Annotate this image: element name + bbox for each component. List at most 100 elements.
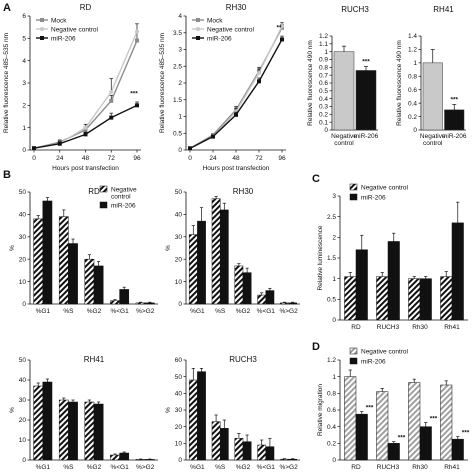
bar bbox=[188, 234, 198, 305]
y-tick-label: 0 bbox=[332, 317, 336, 324]
legend-swatch bbox=[349, 183, 358, 191]
bar bbox=[242, 272, 252, 305]
data-point bbox=[280, 37, 284, 42]
y-tick-label: 2.5 bbox=[173, 63, 182, 70]
data-point bbox=[57, 141, 62, 146]
x-tick-label: 96 bbox=[133, 155, 141, 162]
y-tick-label: 1.2 bbox=[408, 47, 417, 54]
y-tick-label: 1 bbox=[332, 276, 336, 283]
y-tick-label: 1 bbox=[413, 60, 417, 67]
bar bbox=[110, 454, 120, 461]
data-point bbox=[83, 127, 88, 132]
x-category-label: %<G1 bbox=[257, 308, 276, 315]
significance-marker: *** bbox=[450, 96, 458, 103]
x-category-label: %<G1 bbox=[110, 308, 129, 315]
y-tick-label: 0.6 bbox=[319, 80, 328, 87]
y-tick-label: 2 bbox=[178, 80, 182, 87]
bar bbox=[211, 421, 221, 461]
bar bbox=[197, 371, 206, 461]
legend-label: miR-206 bbox=[207, 35, 232, 42]
chart-migration: 0 0.2 0.4 0.6 0.8 1 1.2 Relative migration RD RUC… bbox=[317, 347, 470, 471]
chart-fluorescence-ruch3: 00.10.20.30.40.50.60.70.80.911.11.2 RUCH3… bbox=[307, 5, 379, 147]
legend-marker bbox=[40, 27, 44, 31]
x-category-label: %G1 bbox=[190, 464, 205, 471]
significance-marker: *** bbox=[462, 430, 470, 437]
legend-marker bbox=[40, 18, 44, 22]
y-tick-label: 1.5 bbox=[173, 97, 182, 104]
bar bbox=[333, 51, 355, 131]
chart-cellcycle-rh30: 0 10 20 30 40 50 RH30% %G1 %S %G2 %<G1 %>G2 bbox=[165, 187, 300, 315]
data-point bbox=[109, 89, 114, 94]
x-category-label: Negative bbox=[331, 133, 357, 140]
data-point bbox=[188, 146, 192, 151]
bar bbox=[355, 249, 368, 321]
legend-swatch bbox=[99, 185, 108, 193]
y-tick-label: 20 bbox=[175, 256, 183, 263]
y-tick-label: 3 bbox=[22, 80, 26, 87]
x-category-label: %>G2 bbox=[279, 464, 298, 471]
bar bbox=[408, 278, 421, 321]
legend-marker bbox=[196, 18, 200, 22]
bar bbox=[280, 458, 289, 461]
y-tick-label: 0.6 bbox=[408, 87, 417, 94]
y-tick-label: 1 bbox=[178, 114, 182, 121]
x-category-label: %G2 bbox=[87, 464, 102, 471]
legend-label: Negative bbox=[111, 187, 137, 194]
y-tick-label: 0.4 bbox=[319, 96, 328, 103]
x-category-label: RD bbox=[351, 324, 361, 331]
bar bbox=[408, 382, 421, 461]
data-point bbox=[280, 24, 284, 29]
y-tick-label: 40 bbox=[19, 377, 27, 384]
y-tick-label: 6 bbox=[22, 13, 26, 20]
bar bbox=[451, 222, 464, 321]
panel-label-d: D bbox=[312, 341, 320, 353]
legend-label: Mock bbox=[207, 17, 223, 24]
x-category-label: %S bbox=[63, 464, 74, 471]
y-tick-label: 40 bbox=[175, 391, 183, 398]
y-tick-label: 40 bbox=[175, 212, 183, 219]
bar bbox=[265, 290, 275, 305]
y-axis-label: Relative fluorescence 490 nm bbox=[396, 40, 403, 126]
data-point bbox=[109, 115, 114, 120]
x-category-label: %>G2 bbox=[279, 308, 298, 315]
chart-title: RD bbox=[80, 3, 92, 12]
legend-label: Mock bbox=[51, 17, 67, 24]
data-point bbox=[83, 125, 88, 130]
bar bbox=[58, 216, 69, 305]
y-tick-label: 0 bbox=[324, 127, 328, 134]
series-line bbox=[189, 25, 283, 149]
legend-swatch bbox=[349, 193, 358, 201]
x-tick-label: 96 bbox=[278, 155, 286, 162]
x-category-label: %S bbox=[215, 464, 226, 471]
legend-label: miR-206 bbox=[361, 359, 386, 366]
bar bbox=[33, 218, 44, 305]
bar bbox=[234, 265, 244, 305]
y-tick-label: 0.6 bbox=[327, 407, 336, 414]
bar bbox=[376, 276, 389, 321]
y-tick-label: 0.8 bbox=[327, 391, 336, 398]
x-category-label: Rh41 bbox=[444, 324, 460, 331]
bar bbox=[84, 401, 95, 461]
y-tick-label: 30 bbox=[175, 407, 183, 414]
y-tick-label: 0 bbox=[22, 147, 26, 154]
chart-title: RH30 bbox=[226, 3, 247, 12]
bar bbox=[355, 70, 377, 131]
y-tick-label: 0.5 bbox=[173, 130, 182, 137]
x-category-label: %S bbox=[215, 308, 226, 315]
legend-swatch bbox=[349, 357, 358, 365]
chart-title: RD bbox=[88, 187, 100, 196]
data-point bbox=[257, 70, 261, 75]
x-category-label: RD bbox=[351, 464, 361, 471]
y-tick-label: 0 bbox=[22, 301, 26, 308]
y-tick-label: 0.5 bbox=[319, 88, 328, 95]
y-tick-label: 10 bbox=[175, 279, 183, 286]
y-tick-label: 1 bbox=[324, 49, 328, 56]
x-axis-label: Hours post transfection bbox=[52, 165, 119, 172]
y-tick-label: 60 bbox=[175, 357, 183, 364]
bar bbox=[119, 452, 130, 461]
y-tick-label: 20 bbox=[175, 424, 183, 431]
chart-title: RUCH3 bbox=[229, 355, 257, 364]
y-tick-label: 2 bbox=[22, 103, 26, 110]
x-tick-label: 0 bbox=[188, 155, 192, 162]
y-tick-label: 10 bbox=[175, 441, 183, 448]
